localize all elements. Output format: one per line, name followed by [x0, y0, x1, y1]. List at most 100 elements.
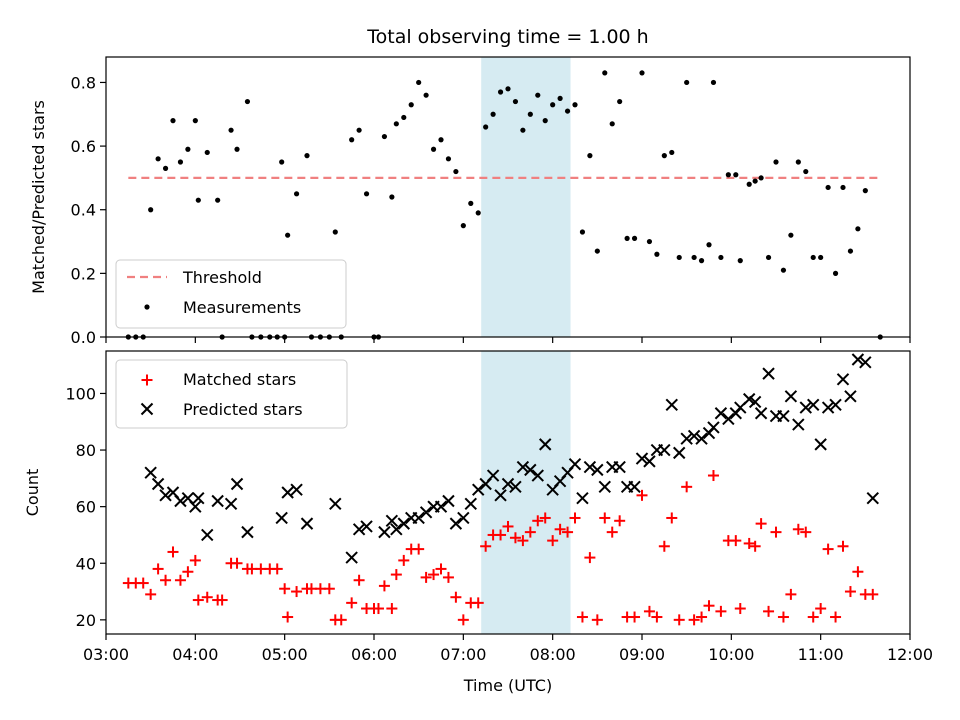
predicted-star-point	[290, 483, 303, 496]
measurement-point	[725, 172, 731, 178]
measurement-point	[746, 181, 752, 187]
measurement-point	[234, 146, 240, 152]
x-stroke-b	[829, 398, 842, 411]
matched-star-point	[420, 571, 432, 583]
x-stroke-b	[658, 443, 671, 457]
matched-star-point	[509, 532, 521, 544]
matched-star-point	[815, 603, 827, 615]
x-stroke-b	[211, 494, 224, 508]
x-stroke-b	[224, 497, 238, 511]
predicted-star-point	[635, 452, 649, 465]
matched-star-point	[378, 580, 390, 592]
measurement-point	[468, 200, 474, 206]
x-stroke-b	[457, 511, 470, 525]
measurement-point	[698, 258, 705, 264]
matched-star-point	[785, 588, 797, 600]
x-stroke-b	[181, 491, 195, 505]
matched-star-point	[346, 597, 358, 609]
matched-star-point	[807, 611, 819, 623]
y-tick-label: 0.4	[71, 201, 96, 220]
predicted-star-point	[211, 494, 224, 508]
legend-matched-label: Matched stars	[183, 370, 296, 389]
measurement-point	[445, 156, 452, 162]
measurement-point	[788, 232, 794, 238]
x-stroke-b	[784, 390, 798, 403]
matched-star-point	[386, 603, 398, 615]
measurement-point	[453, 168, 459, 175]
predicted-star-point	[159, 489, 172, 502]
y-tick-label: 0.6	[71, 137, 96, 156]
matched-star-point	[450, 591, 462, 603]
measurement-point	[706, 242, 712, 248]
y-tick-label: 80	[76, 441, 96, 460]
predicted-star-point	[784, 390, 798, 403]
matched-star-point	[167, 546, 179, 558]
matched-star-point	[174, 574, 186, 586]
x-stroke-b	[501, 477, 515, 491]
top-highlight-band	[481, 57, 571, 337]
measurement-point	[624, 235, 630, 241]
matched-star-point	[532, 515, 544, 527]
x-stroke-b	[144, 466, 157, 479]
predicted-star-point	[300, 517, 314, 530]
x-stroke-b	[754, 407, 768, 420]
matched-star-point	[792, 523, 804, 535]
matched-star-point	[472, 597, 484, 609]
measurement-point	[654, 251, 660, 257]
x-stroke-b	[300, 517, 314, 530]
measurement-point	[170, 118, 176, 124]
legend-matched-swatch	[141, 374, 153, 386]
matched-star-point	[755, 518, 767, 530]
measurement-point	[832, 270, 839, 276]
matched-star-point	[643, 605, 655, 617]
bottom-y-axis: 20 40 60 80 100	[65, 384, 106, 630]
predicted-star-point	[464, 497, 477, 511]
matched-star-point	[428, 569, 440, 581]
x-stroke-b	[275, 511, 288, 525]
legend-threshold-label: Threshold	[182, 268, 262, 287]
matched-star-point	[323, 583, 335, 595]
x-stroke-b	[859, 356, 872, 369]
predicted-star-point	[748, 395, 762, 409]
measurement-point	[609, 121, 615, 127]
matched-star-point	[867, 588, 879, 600]
matched-star-point	[673, 614, 685, 626]
top-axes-frame	[105, 56, 911, 338]
measurement-point	[594, 248, 600, 254]
x-stroke-b	[360, 520, 373, 533]
predicted-star-point	[814, 438, 827, 451]
measurement-point	[847, 248, 854, 254]
x-stroke-b	[844, 390, 857, 403]
predicted-star-point	[501, 477, 515, 491]
predicted-star-point	[442, 494, 455, 508]
measurement-point	[363, 191, 370, 197]
predicted-star-point	[345, 551, 358, 564]
predicted-star-point	[777, 409, 790, 423]
predicted-star-point	[224, 497, 238, 511]
matched-star-point	[562, 526, 574, 538]
matched-star-point	[584, 552, 596, 564]
matched-star-point	[137, 577, 149, 589]
top-legend: Threshold Measurements	[115, 259, 347, 329]
chart-title: Total observing time = 1.00 h	[366, 26, 648, 48]
measurement-point	[780, 267, 787, 273]
matched-star-point	[547, 535, 559, 547]
measurement-point	[752, 178, 758, 184]
x-stroke-b	[166, 486, 180, 499]
x-tick-label: 11:00	[798, 645, 844, 664]
matched-star-point	[614, 515, 626, 527]
x-stroke-b	[687, 429, 701, 443]
x-stroke-b	[524, 463, 537, 477]
matched-star-point	[231, 557, 243, 569]
matched-star-point	[696, 611, 708, 623]
x-stroke-b	[799, 401, 812, 414]
x-stroke-b	[762, 367, 775, 380]
matched-star-point	[152, 563, 164, 575]
matched-star-point	[830, 611, 842, 623]
measurement-point	[177, 159, 184, 165]
legend-predicted-swatch	[140, 402, 154, 416]
predicted-star-point	[836, 373, 850, 386]
predicted-star-point	[390, 523, 403, 536]
predicted-star-point	[494, 489, 507, 502]
bottom-legend: Matched stars Predicted stars	[115, 359, 348, 429]
